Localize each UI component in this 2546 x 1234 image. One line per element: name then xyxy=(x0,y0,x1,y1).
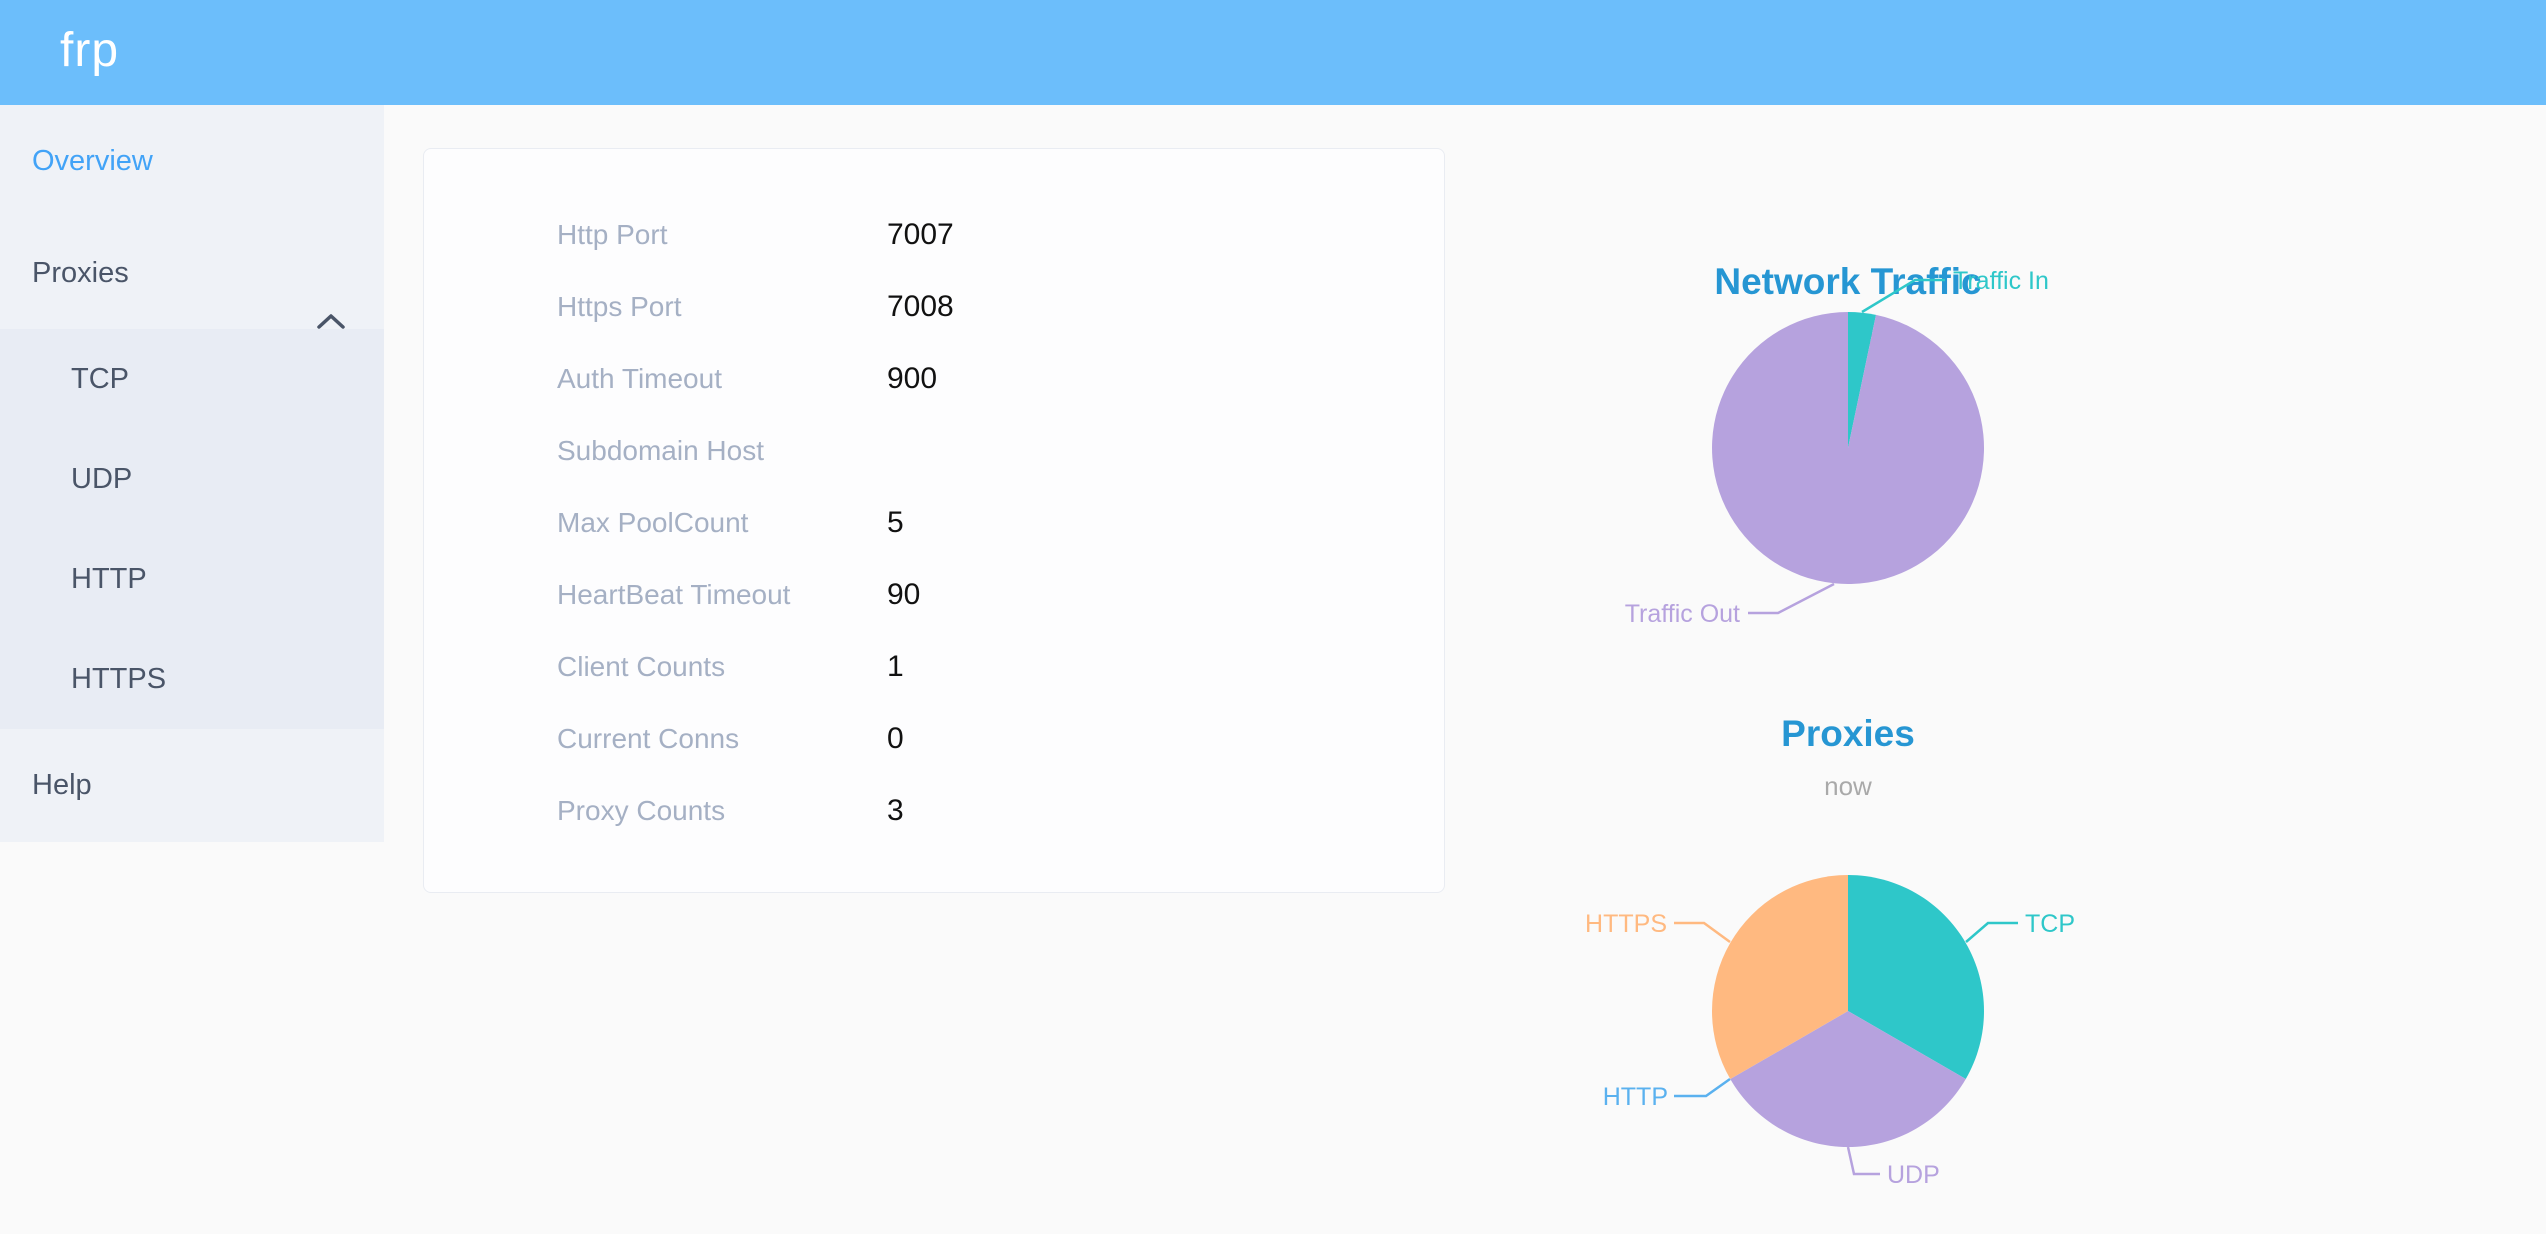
https-label-line xyxy=(1674,921,1731,944)
https-label: HTTPS xyxy=(1585,910,1667,938)
network-traffic-pie: Traffic In Traffic Out xyxy=(1625,267,2049,628)
sidebar-item-http[interactable]: HTTP xyxy=(71,563,147,595)
config-label: Https Port xyxy=(557,291,682,322)
network-traffic-chart: Network Traffic today Traffic InTraffic … xyxy=(1498,105,2198,669)
udp-label: UDP xyxy=(1887,1161,1940,1189)
sidebar-item-proxies[interactable]: Proxies xyxy=(0,217,384,329)
http-label: HTTP xyxy=(1603,1083,1668,1111)
config-row: Proxy Counts 3 xyxy=(424,775,1444,847)
app-header: frp xyxy=(0,0,2546,105)
config-row: Subdomain Host xyxy=(424,415,1444,487)
proxies-submenu: TCP UDP HTTP HTTPS xyxy=(0,329,384,729)
config-value: 0 xyxy=(887,722,904,755)
config-label: HeartBeat Timeout xyxy=(557,579,791,610)
config-label: Client Counts xyxy=(557,651,726,682)
config-row: Auth Timeout 900 xyxy=(424,343,1444,415)
udp-slice[interactable] xyxy=(1730,1011,1966,1147)
config-label: Current Conns xyxy=(557,723,740,754)
server-config-card: Http Port 7007 Https Port 7008 Auth Time… xyxy=(423,148,1445,893)
app-logo: frp xyxy=(60,24,120,77)
config-row: Client Counts 1 xyxy=(424,631,1444,703)
tcp-slice[interactable] xyxy=(1848,875,1984,1079)
config-value: 3 xyxy=(887,794,904,827)
http-label-line xyxy=(1674,1077,1731,1098)
sidebar-item-overview[interactable]: Overview xyxy=(0,105,384,217)
traffic-out-label-line xyxy=(1748,582,1835,615)
proxies-chart: Proxies now TCP UDP HTTP HTTPS xyxy=(1498,669,2198,1234)
config-label: Auth Timeout xyxy=(557,363,722,394)
traffic-in-label-line xyxy=(1861,278,1945,314)
traffic-in-slice[interactable] xyxy=(1848,312,1876,448)
config-row: HeartBeat Timeout 90 xyxy=(424,559,1444,631)
traffic-in-label: Traffic In xyxy=(1953,267,2049,295)
config-row: Https Port 7008 xyxy=(424,271,1444,343)
config-label: Http Port xyxy=(557,219,668,250)
sidebar-item-label: Help xyxy=(32,769,92,801)
traffic-out-label: Traffic Out xyxy=(1625,600,1740,628)
proxies-pie: TCP UDP HTTP HTTPS xyxy=(1585,875,2075,1189)
config-value: 7008 xyxy=(887,290,954,323)
config-label: Proxy Counts xyxy=(557,795,726,826)
config-row: Http Port 7007 xyxy=(424,199,1444,271)
sidebar-item-help[interactable]: Help xyxy=(0,729,384,842)
config-value: 1 xyxy=(887,650,904,683)
udp-label-line xyxy=(1846,1146,1880,1176)
config-label: Max PoolCount xyxy=(557,507,749,538)
config-row: Current Conns 0 xyxy=(424,703,1444,775)
sidebar: Overview Proxies TCP UDP HTTP HTTPS Help xyxy=(0,105,384,842)
config-value: 7007 xyxy=(887,218,954,251)
traffic-out-slice[interactable] xyxy=(1712,312,1985,584)
tcp-label-line xyxy=(1965,921,2018,943)
tcp-label: TCP xyxy=(2025,910,2075,938)
chart-title: Network Traffic xyxy=(1714,261,1982,302)
sidebar-item-tcp[interactable]: TCP xyxy=(71,363,129,395)
chart-title: Proxies xyxy=(1781,713,1915,754)
config-value: 900 xyxy=(887,362,938,395)
config-value: 90 xyxy=(887,578,921,611)
config-value: 5 xyxy=(887,506,904,539)
sidebar-item-udp[interactable]: UDP xyxy=(71,463,133,495)
config-label: Subdomain Host xyxy=(557,435,765,466)
sidebar-item-https[interactable]: HTTPS xyxy=(71,663,167,695)
chart-subtitle: now xyxy=(1824,771,1872,801)
chevron-up-icon xyxy=(316,265,346,377)
sidebar-item-label: Overview xyxy=(32,145,153,177)
config-row: Max PoolCount 5 xyxy=(424,487,1444,559)
sidebar-item-label: Proxies xyxy=(32,257,129,289)
https-slice[interactable] xyxy=(1712,875,1848,1080)
